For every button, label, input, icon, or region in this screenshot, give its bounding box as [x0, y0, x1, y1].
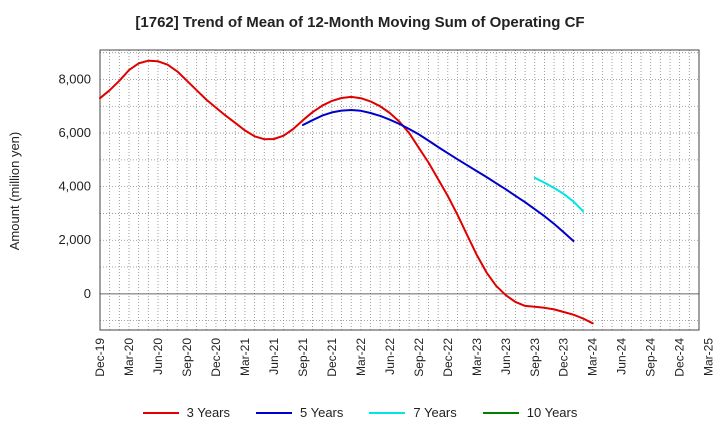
legend-item: 10 Years: [482, 405, 578, 420]
x-tick-label: Jun-24: [615, 338, 629, 375]
x-tick-label: Sep-21: [296, 338, 310, 377]
x-tick-label: Sep-23: [528, 338, 542, 377]
x-tick-label: Dec-20: [209, 338, 223, 377]
x-tick-label: Mar-22: [354, 338, 368, 376]
axis-layer: [99, 49, 700, 331]
legend-label: 10 Years: [526, 405, 578, 420]
y-tick-label: 2,000: [58, 232, 91, 247]
legend: 3 Years 5 Years 7 Years 10 Years: [0, 405, 720, 420]
series-line-3-years: [99, 59, 594, 325]
x-tick-label: Jun-22: [383, 338, 397, 375]
legend-swatch: [142, 411, 179, 414]
legend-item: 3 Years: [142, 405, 230, 420]
y-tick-label: 0: [84, 286, 91, 301]
x-tick-label: Sep-22: [412, 338, 426, 377]
x-tick-label: Sep-24: [644, 338, 658, 377]
legend-label: 3 Years: [186, 405, 230, 420]
y-axis-label: Amount (million yen): [7, 132, 22, 251]
series-layer: [99, 59, 594, 325]
x-tick-label: Mar-23: [470, 338, 484, 376]
x-tick-label: Mar-21: [238, 338, 252, 376]
plot-frame: [99, 49, 700, 331]
legend-swatch: [369, 411, 406, 414]
x-tick-label: Mar-25: [702, 338, 716, 376]
x-tick-label: Dec-23: [557, 338, 571, 377]
x-tick-label: Mar-24: [586, 338, 600, 376]
legend-item: 7 Years: [369, 405, 457, 420]
x-tick-label: Dec-21: [325, 338, 339, 377]
legend-label: 7 Years: [413, 405, 457, 420]
chart-title: [1762] Trend of Mean of 12-Month Moving …: [135, 14, 585, 31]
legend-swatch: [256, 411, 292, 414]
legend-swatch: [482, 411, 519, 414]
x-tick-label: Jun-21: [267, 338, 281, 375]
x-tick-label: Sep-20: [180, 338, 194, 377]
y-tick-label: 6,000: [58, 125, 91, 140]
tick-layer: 0 2,000 4,000 6,000 8,000 Dec-19 Mar-20 Jun-20 S…: [58, 71, 715, 376]
series-line-5-years: [301, 109, 575, 242]
y-tick-label: 4,000: [58, 179, 91, 194]
x-tick-label: Dec-19: [93, 338, 107, 377]
x-tick-label: Jun-23: [499, 338, 513, 375]
y-tick-label: 8,000: [58, 71, 91, 86]
legend-label: 5 Years: [300, 405, 344, 420]
grid-layer: [100, 50, 699, 330]
plot-area: 0 2,000 4,000 6,000 8,000 Dec-19 Mar-20 Jun-20 S…: [7, 49, 716, 377]
x-tick-label: Dec-22: [441, 338, 455, 377]
series-line-7-years: [533, 176, 585, 213]
x-tick-label: Mar-20: [122, 338, 136, 376]
x-tick-label: Jun-20: [151, 338, 165, 375]
x-tick-label: Dec-24: [673, 338, 687, 377]
legend-item: 5 Years: [256, 405, 343, 420]
